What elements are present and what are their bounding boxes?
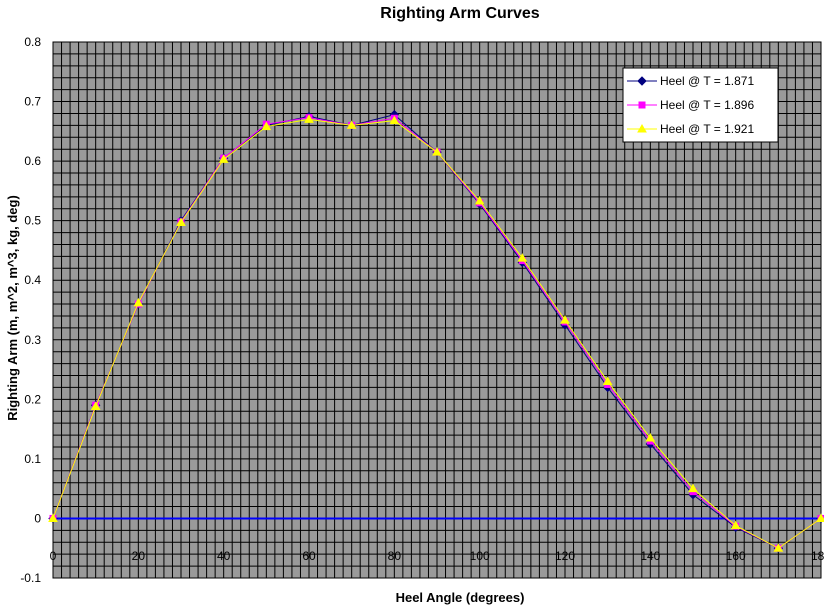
x-tick-label: 180 [811,549,824,563]
x-tick-label: 60 [302,549,316,563]
y-tick-label: 0.3 [24,333,41,347]
data-point [48,513,58,522]
x-axis-ticks: 0 20 40 60 80 100 120 140 160 180 [50,549,824,563]
y-tick-label: -0.1 [20,571,41,585]
data-point [218,154,229,163]
data-point [773,543,784,552]
legend-item: Heel @ T = 1.871 [627,74,754,88]
legend-marker [637,76,647,86]
x-tick-label: 80 [388,549,402,563]
y-tick-label: 0.1 [24,452,41,466]
y-axis-title: Righting Arm (m, m^2, m^3, kg, deg) [5,195,20,421]
data-point [304,114,314,123]
series-3 [48,114,824,552]
data-point [602,376,613,385]
x-tick-label: 120 [555,549,575,563]
data-point [176,217,186,226]
x-axis-title: Heel Angle (degrees) [396,590,525,605]
data-point [645,433,656,442]
legend-item: Heel @ T = 1.896 [627,98,754,112]
data-point [432,147,442,156]
legend-item: Heel @ T = 1.921 [627,122,754,136]
x-tick-label: 100 [470,549,490,563]
legend: Heel @ T = 1.871 Heel @ T = 1.896 Heel @ T… [622,67,779,143]
y-tick-label: 0.6 [24,154,41,168]
y-tick-label: 0.4 [24,273,41,287]
data-point [474,196,485,205]
x-tick-label: 0 [50,549,57,563]
data-point [816,513,824,522]
plot-border [52,41,822,579]
y-tick-label: 0.5 [24,214,41,228]
y-tick-label: 0 [34,511,41,525]
data-point [261,121,272,131]
data-point [730,520,741,530]
data-point [389,115,400,125]
y-tick-label: 0.7 [24,95,41,109]
chart-title: Righting Arm Curves [380,5,540,22]
series-layer [48,109,824,553]
legend-marker [637,123,647,133]
y-axis-ticks: -0.1 0 0.1 0.2 0.3 0.4 0.5 0.6 0.7 0.8 [20,35,41,585]
x-tick-label: 20 [132,549,146,563]
legend-label: Heel @ T = 1.871 [660,74,754,88]
x-tick-label: 160 [726,549,746,563]
legend-marker [638,101,646,109]
y-tick-label: 0.8 [24,35,41,49]
legend-label: Heel @ T = 1.896 [660,98,754,112]
data-point [133,297,144,307]
x-tick-label: 40 [217,549,231,563]
data-point [517,253,528,262]
x-tick-label: 140 [640,549,660,563]
data-point [90,401,101,410]
legend-label: Heel @ T = 1.921 [660,122,754,136]
data-point [560,315,570,324]
data-point [688,483,698,493]
data-point [346,120,357,129]
y-tick-label: 0.2 [24,392,41,406]
